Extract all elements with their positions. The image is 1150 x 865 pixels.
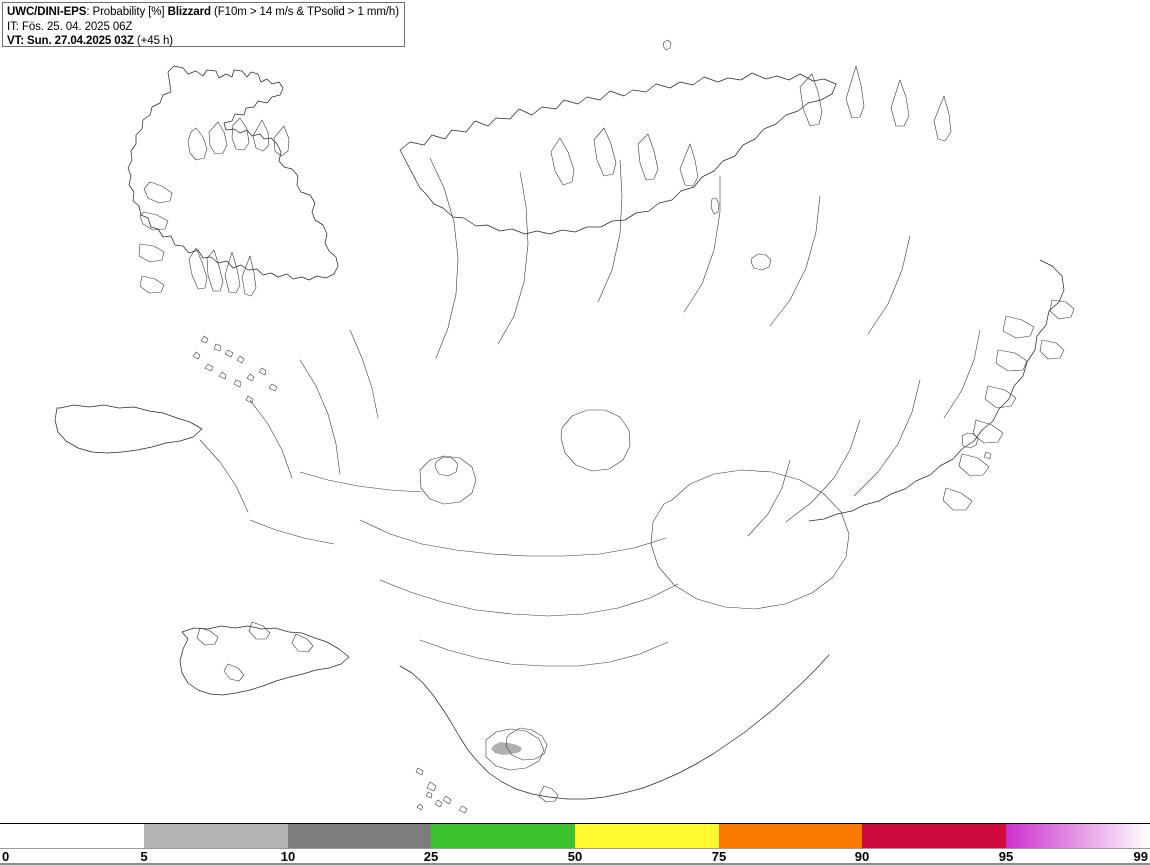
init-label: IT:: [7, 20, 19, 33]
info-line-init-time: IT: Fös. 25. 04. 2025 06Z: [7, 20, 400, 35]
interior-boundaries-east: [747, 329, 981, 537]
coastline-south: [399, 654, 830, 800]
colorbar-tick-95: 95: [998, 849, 1014, 864]
colorbar-segment-95-99: [1006, 824, 1150, 848]
parameter-name: Blizzard: [167, 6, 211, 18]
colorbar-tick-labels: 0 5 10 25 50 75 90 95 99: [0, 849, 1150, 865]
interior-boundaries-south: [249, 471, 679, 667]
coastline-reykjanes: [179, 625, 350, 696]
coastline-east: [808, 259, 1065, 522]
colorbar-segment-10-25: [288, 824, 431, 848]
island-grimsey: [662, 39, 672, 51]
parameter-detail: (F10m > 14 m/s & TPsolid > 1 mm/h): [210, 6, 399, 18]
coastline-breidafjordur-islands: [192, 335, 278, 404]
coastline-snaefellsnes: [54, 404, 203, 454]
coastline-reykjanes-detail: [196, 621, 314, 682]
probability-colorbar[interactable]: 0 5 10 25 50 75 90 95 99: [0, 823, 1150, 865]
island-hrisey: [710, 197, 720, 215]
colorbar-segment-25-50: [431, 824, 575, 848]
glacier-myrdalsjokull: [485, 728, 545, 771]
info-line-valid-time: VT: Sun. 27.04.2025 03Z (+45 h): [7, 34, 400, 49]
valid-label: VT:: [7, 35, 24, 47]
colorbar-tick-90: 90: [854, 849, 870, 864]
coastline-westfjords-inlets-2: [138, 181, 173, 294]
colorbar-gradient-strip: [0, 823, 1150, 849]
init-time-value: Fös. 25. 04. 2025 06Z: [18, 20, 133, 33]
lead-time-value: (+45 h): [133, 35, 173, 47]
lake-myvatn: [750, 253, 772, 271]
colorbar-segment-90-95: [862, 824, 1006, 848]
iceland-coastline-map: [54, 39, 1075, 814]
interior-boundaries-west: [199, 329, 379, 513]
colorbar-tick-0: 0: [2, 849, 10, 864]
glacier-hofsjokull: [419, 455, 477, 505]
colorbar-tick-50: 50: [567, 849, 583, 864]
coastline-north: [399, 72, 837, 235]
coastline-east-fjords: [942, 299, 1075, 511]
island-papey: [983, 451, 992, 460]
coastline-westfjords-inlets-3: [188, 247, 257, 297]
info-line-product: UWC/DINI-EPS: Probability [%] Blizzard (…: [7, 5, 400, 20]
glacier-langjokull: [560, 409, 631, 472]
probability-patch-5-10: [491, 742, 522, 755]
lake-lagarfljot: [961, 432, 979, 449]
colorbar-tick-75: 75: [711, 849, 727, 864]
colorbar-segment-5-10: [144, 824, 288, 848]
lake-thingvallavatn: [434, 456, 459, 477]
colorbar-tick-10: 10: [280, 849, 296, 864]
island-vestmannaeyjar: [416, 791, 443, 811]
coastline-westfjords-inlets-1: [187, 117, 290, 161]
product-prefix: : Probability [%]: [86, 6, 168, 18]
glacier-vatnajokull: [650, 469, 850, 610]
colorbar-segment-75-90: [719, 824, 862, 848]
colorbar-segment-50-75: [575, 824, 719, 848]
coastline-south-detail: [415, 727, 559, 814]
interior-boundaries-north: [429, 157, 911, 359]
colorbar-tick-5: 5: [140, 849, 148, 864]
model-label: UWC/DINI-EPS: [7, 6, 87, 18]
colorbar-tick-99: 99: [1133, 849, 1148, 864]
coastline-westfjords: [127, 65, 339, 281]
colorbar-tick-25: 25: [423, 849, 439, 864]
coastline-north-fjords: [550, 65, 952, 187]
valid-time-value: Sun. 27.04.2025 03Z: [23, 35, 134, 47]
map-canvas[interactable]: [0, 0, 1150, 820]
forecast-info-box: UWC/DINI-EPS: Probability [%] Blizzard (…: [2, 2, 405, 47]
colorbar-segment-0-5: [0, 824, 144, 848]
